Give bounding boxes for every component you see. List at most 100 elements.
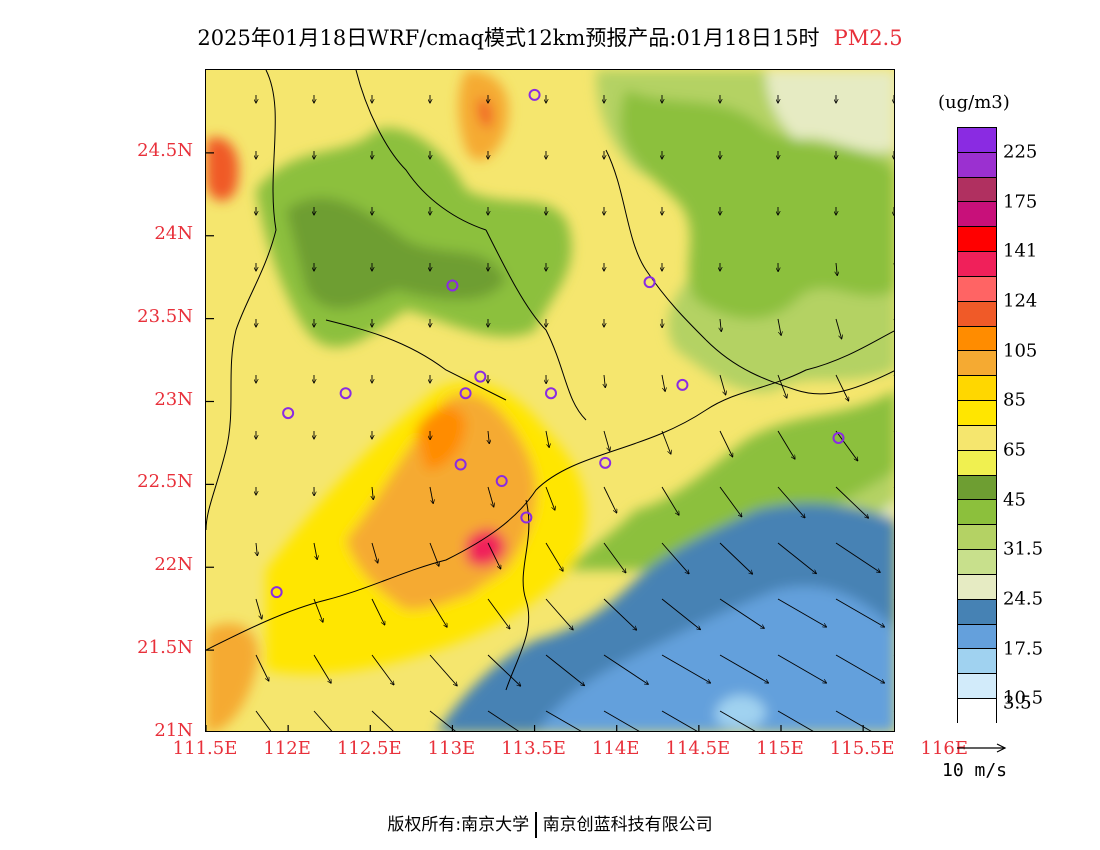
- field-pale-northeast: [766, 70, 894, 152]
- wind-arrow: [545, 710, 582, 731]
- legend-swatch: [958, 177, 996, 203]
- wind-arrow: [893, 263, 894, 266]
- station-marker: [832, 431, 845, 444]
- wind-arrow: [661, 710, 698, 731]
- lon-label: 113E: [427, 738, 476, 759]
- lon-label: 112.5E: [336, 738, 402, 759]
- field-red-north-peak: [478, 99, 492, 128]
- wind-arrow: [893, 711, 894, 712]
- legend-label: 45: [1003, 489, 1026, 510]
- wind-arrow: [545, 430, 549, 447]
- legend-label: 175: [1003, 191, 1038, 212]
- copyright-separator: [535, 812, 537, 838]
- wind-arrow: [777, 430, 795, 459]
- wind-arrow: [661, 374, 665, 391]
- admin-boundaries: [206, 70, 894, 691]
- station-marker: [643, 276, 656, 289]
- legend-swatch: [958, 500, 996, 526]
- wind-arrow: [255, 598, 262, 619]
- county-border-2: [485, 229, 587, 421]
- legend-swatch: [958, 401, 996, 426]
- legend-swatch: [958, 276, 996, 302]
- wind-arrow: [545, 542, 563, 571]
- wind-arrow: [487, 654, 521, 686]
- wind-arrow: [835, 430, 858, 461]
- legend-swatch: [958, 525, 996, 551]
- wind-arrow: [893, 431, 894, 432]
- wind-arrow: [661, 598, 700, 630]
- legend-swatch: [958, 152, 996, 178]
- title-species: PM2.5: [833, 26, 903, 50]
- station-marker: [474, 370, 487, 383]
- legend-swatch: [958, 624, 996, 650]
- wind-arrow: [777, 486, 805, 518]
- wind-arrow: [603, 598, 637, 630]
- wind-arrow: [661, 430, 671, 454]
- wind-arrow: [487, 710, 520, 731]
- legend-swatch: [958, 301, 996, 327]
- lat-label: 22N: [154, 554, 193, 576]
- lon-label: 115E: [756, 738, 804, 759]
- wind-arrow: [429, 710, 456, 731]
- station-marker: [339, 387, 352, 400]
- legend-unit: (ug/m3): [938, 92, 1010, 113]
- station-marker: [528, 88, 541, 101]
- wind-arrow: [603, 430, 610, 451]
- legend-swatch: [958, 450, 996, 476]
- wind-vectors: [255, 95, 894, 731]
- legend-swatch: [958, 202, 996, 228]
- wind-arrow: [719, 542, 753, 574]
- lat-label: 22.5N: [137, 471, 193, 493]
- wind-arrow: [719, 654, 768, 683]
- station-marker: [599, 456, 612, 469]
- county-border-6: [505, 499, 530, 691]
- wind-arrow: [835, 486, 869, 518]
- reference-wind-arrow: [957, 743, 1007, 753]
- station-marker: [270, 586, 283, 599]
- wind-arrow: [777, 710, 814, 731]
- legend-swatch: [958, 376, 996, 402]
- wind-arrow: [661, 486, 679, 515]
- wind-arrow: [720, 318, 721, 332]
- wind-arrow: [604, 374, 605, 388]
- wind-arrow: [661, 542, 689, 574]
- copyright-right: 南京创蓝科技有限公司: [542, 815, 713, 835]
- wind-arrow: [545, 598, 573, 630]
- lon-label: 114.5E: [665, 738, 731, 759]
- wind-arrow: [777, 654, 826, 683]
- legend-swatch: [958, 351, 996, 377]
- wind-arrow: [313, 542, 317, 559]
- wind-arrow: [719, 598, 764, 628]
- wind-arrow: [313, 654, 331, 683]
- wind-arrow: [603, 654, 648, 684]
- wind-arrow: [893, 319, 894, 321]
- wind-arrow: [372, 486, 373, 500]
- wind-arrow: [256, 542, 257, 556]
- legend-label: 85: [1003, 389, 1026, 411]
- field-light-blue-sea: [537, 586, 894, 731]
- lat-label: 24N: [154, 222, 193, 244]
- title-main: 2025年01月18日WRF/cmaq模式12km预报产品:01月18日15时: [197, 26, 820, 50]
- wind-arrow: [777, 542, 816, 574]
- wind-arrow: [835, 542, 880, 572]
- copyright-left: 版权所有:南京大学: [387, 815, 530, 835]
- wind-arrow: [255, 654, 269, 681]
- station-marker: [459, 387, 472, 400]
- wind-arrow: [545, 654, 584, 686]
- wind-arrow: [893, 375, 894, 376]
- station-marker: [446, 279, 459, 292]
- lon-label: 113.5E: [501, 738, 566, 759]
- wind-arrow: [719, 430, 733, 457]
- legend-swatch: [958, 475, 996, 501]
- coastline: [206, 330, 894, 651]
- legend-label: 24.5: [1003, 588, 1044, 610]
- lat-label: 21.5N: [137, 637, 193, 659]
- map-panel: [205, 69, 895, 732]
- concentration-field: [206, 70, 894, 731]
- legend-label: 225: [1003, 141, 1038, 163]
- field-orange-southwest: [206, 623, 259, 731]
- legend-swatch: [958, 425, 996, 451]
- wind-arrow: [719, 486, 742, 517]
- legend-label: 3.5: [1003, 692, 1032, 714]
- field-red-south: [466, 529, 506, 567]
